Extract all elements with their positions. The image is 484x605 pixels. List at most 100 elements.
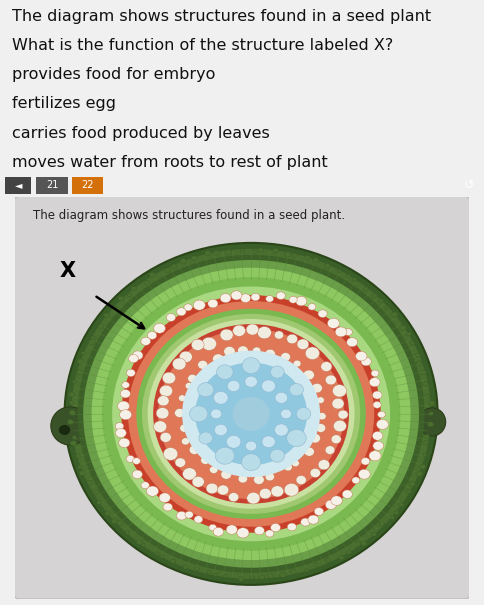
Ellipse shape — [231, 291, 242, 300]
Ellipse shape — [262, 436, 275, 448]
Ellipse shape — [189, 445, 199, 454]
Ellipse shape — [144, 281, 150, 285]
Ellipse shape — [272, 248, 278, 253]
Ellipse shape — [391, 312, 398, 317]
Ellipse shape — [292, 253, 298, 258]
Ellipse shape — [97, 501, 101, 505]
Ellipse shape — [69, 401, 74, 404]
Ellipse shape — [164, 268, 170, 273]
Ellipse shape — [305, 569, 309, 572]
Ellipse shape — [271, 523, 281, 532]
Ellipse shape — [148, 332, 157, 339]
Ellipse shape — [314, 508, 324, 515]
Ellipse shape — [213, 250, 219, 255]
Ellipse shape — [119, 296, 124, 301]
Ellipse shape — [227, 381, 240, 391]
Text: carries food produced by leaves: carries food produced by leaves — [12, 126, 270, 141]
Ellipse shape — [81, 352, 85, 355]
Ellipse shape — [378, 411, 385, 417]
Ellipse shape — [154, 323, 166, 333]
Ellipse shape — [428, 401, 435, 406]
Ellipse shape — [293, 360, 301, 367]
Ellipse shape — [199, 432, 212, 444]
Ellipse shape — [214, 424, 227, 436]
Ellipse shape — [70, 440, 77, 446]
Ellipse shape — [79, 471, 86, 476]
Ellipse shape — [182, 468, 197, 480]
Ellipse shape — [331, 435, 341, 443]
Ellipse shape — [92, 490, 99, 495]
Ellipse shape — [297, 339, 309, 350]
Ellipse shape — [394, 511, 399, 515]
Ellipse shape — [333, 420, 347, 432]
Ellipse shape — [361, 457, 370, 465]
Ellipse shape — [245, 441, 257, 451]
Ellipse shape — [233, 325, 245, 336]
Ellipse shape — [224, 347, 235, 356]
Ellipse shape — [141, 337, 151, 345]
Ellipse shape — [287, 334, 298, 344]
Ellipse shape — [241, 294, 251, 302]
Ellipse shape — [141, 482, 150, 489]
Ellipse shape — [220, 329, 233, 341]
Ellipse shape — [276, 292, 286, 299]
Ellipse shape — [237, 528, 249, 538]
Ellipse shape — [202, 337, 216, 350]
Ellipse shape — [258, 248, 264, 252]
Ellipse shape — [191, 339, 204, 350]
Ellipse shape — [265, 349, 275, 359]
Ellipse shape — [171, 264, 177, 269]
Ellipse shape — [159, 493, 170, 503]
Ellipse shape — [247, 492, 260, 504]
Ellipse shape — [373, 401, 381, 408]
Ellipse shape — [155, 552, 160, 555]
Ellipse shape — [266, 296, 273, 302]
Ellipse shape — [369, 378, 380, 387]
Text: ◄: ◄ — [15, 180, 22, 191]
Ellipse shape — [69, 392, 75, 397]
Ellipse shape — [72, 380, 76, 384]
Ellipse shape — [352, 477, 360, 483]
Ellipse shape — [421, 370, 426, 374]
Ellipse shape — [126, 456, 135, 462]
Ellipse shape — [232, 397, 270, 431]
Ellipse shape — [158, 329, 344, 499]
Ellipse shape — [142, 314, 360, 514]
Ellipse shape — [156, 408, 169, 419]
Ellipse shape — [117, 520, 123, 525]
Ellipse shape — [179, 395, 186, 401]
Ellipse shape — [190, 406, 208, 422]
Text: ↺: ↺ — [464, 179, 475, 192]
Ellipse shape — [325, 558, 330, 562]
Ellipse shape — [213, 528, 224, 536]
Ellipse shape — [346, 550, 351, 554]
Ellipse shape — [182, 438, 190, 445]
Ellipse shape — [59, 425, 70, 435]
Ellipse shape — [185, 511, 193, 518]
Ellipse shape — [291, 460, 299, 466]
Ellipse shape — [163, 503, 173, 511]
Ellipse shape — [347, 338, 358, 347]
Text: X: X — [60, 261, 76, 281]
FancyBboxPatch shape — [15, 197, 469, 599]
Ellipse shape — [251, 293, 260, 301]
Ellipse shape — [112, 287, 390, 541]
Ellipse shape — [274, 331, 284, 339]
Ellipse shape — [426, 394, 430, 397]
Ellipse shape — [337, 269, 341, 273]
Ellipse shape — [76, 370, 83, 375]
Ellipse shape — [175, 458, 186, 467]
Ellipse shape — [427, 422, 434, 427]
Ellipse shape — [215, 447, 235, 464]
Ellipse shape — [78, 465, 82, 469]
Ellipse shape — [122, 382, 130, 388]
Ellipse shape — [308, 515, 318, 524]
Ellipse shape — [129, 355, 138, 363]
Ellipse shape — [415, 353, 421, 357]
Ellipse shape — [195, 362, 307, 465]
Ellipse shape — [205, 250, 211, 255]
Ellipse shape — [361, 541, 367, 546]
Ellipse shape — [201, 456, 210, 465]
Ellipse shape — [160, 555, 164, 558]
Ellipse shape — [172, 358, 186, 370]
